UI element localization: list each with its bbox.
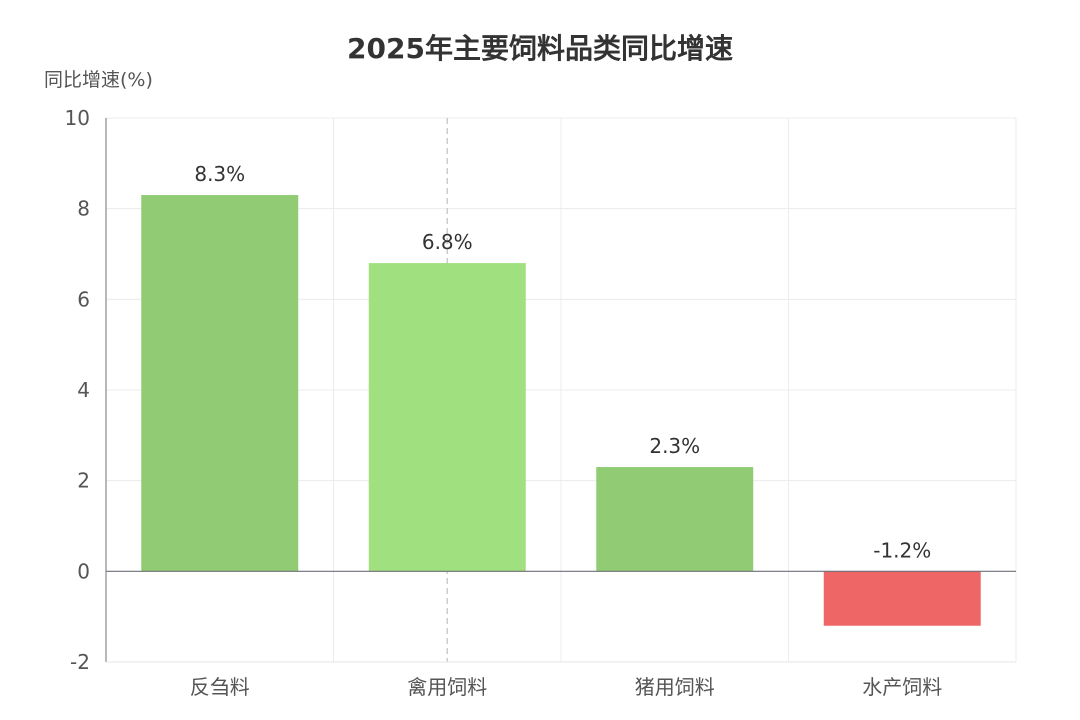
- data-label: 2.3%: [649, 434, 700, 458]
- data-label: 6.8%: [422, 230, 473, 254]
- data-label: -1.2%: [873, 538, 931, 562]
- x-category-label: 反刍料: [190, 675, 250, 699]
- x-category-label: 猪用饲料: [635, 675, 715, 699]
- y-tick-label: -2: [70, 650, 90, 674]
- x-category-label: 禽用饲料: [407, 675, 487, 699]
- axes: [105, 118, 1016, 663]
- x-category-label: 水产饲料: [862, 675, 942, 699]
- data-label: 8.3%: [194, 162, 245, 186]
- bar-2[interactable]: [368, 263, 526, 572]
- y-tick-label: 4: [77, 378, 90, 402]
- bar-1[interactable]: [141, 195, 299, 572]
- y-tick-label: 10: [65, 106, 90, 130]
- y-axis-title: 同比增速(%): [44, 69, 153, 91]
- y-tick-label: 8: [77, 197, 90, 221]
- bar-4[interactable]: [823, 571, 981, 626]
- labels: -2 0 2 4 6 8 10 8.3% 反刍料 6.8% 禽用饲料 2.3% 猪用饲料 -1.2% 水产饲…: [65, 106, 943, 699]
- bars: [141, 195, 981, 626]
- y-tick-label: 6: [77, 287, 90, 311]
- chart-title: 2025年主要饲料品类同比增速: [347, 32, 733, 65]
- y-tick-label: 0: [77, 559, 90, 583]
- y-tick-label: 2: [77, 469, 90, 493]
- bar-3[interactable]: [596, 467, 754, 572]
